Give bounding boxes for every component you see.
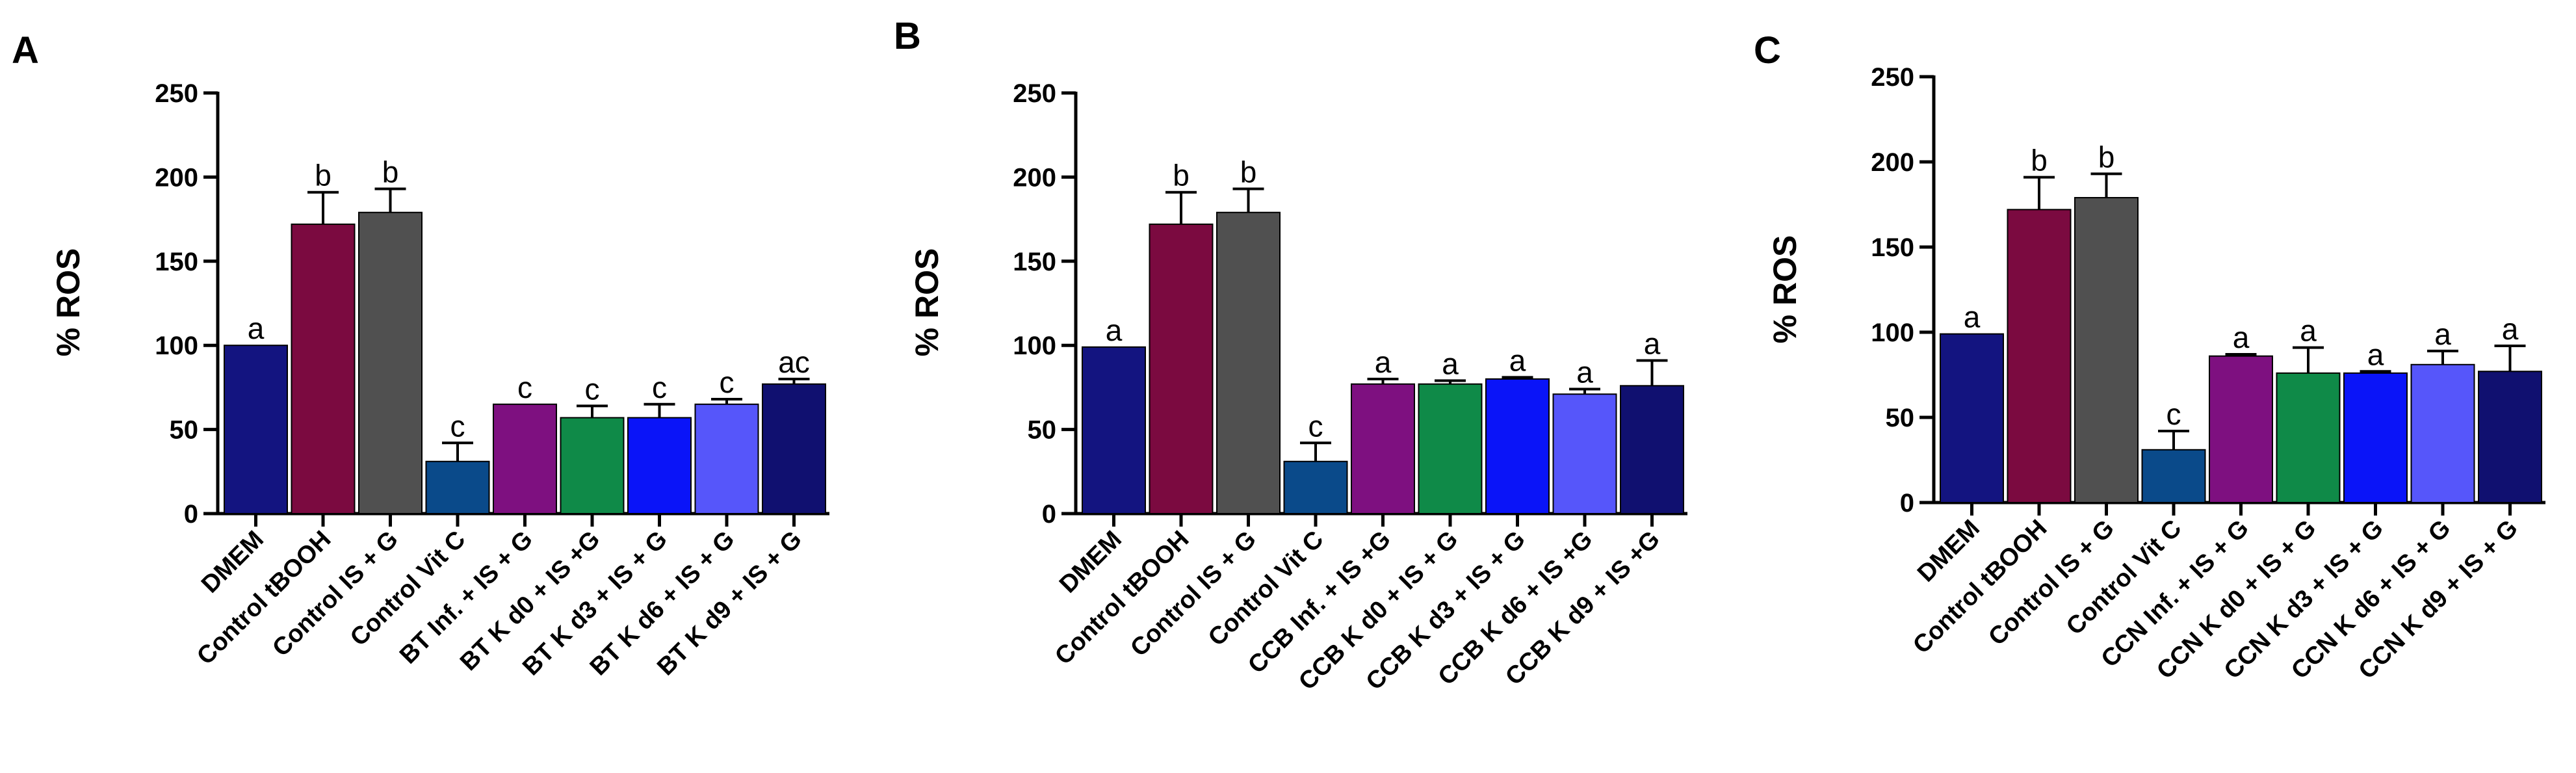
significance-label: a: [2367, 337, 2384, 371]
significance-label: a: [2502, 312, 2519, 346]
significance-label: c: [585, 372, 600, 406]
y-tick-label: 200: [155, 163, 198, 192]
significance-label: b: [1240, 155, 1257, 189]
bar: [224, 345, 288, 514]
significance-label: a: [1106, 313, 1123, 347]
y-axis-label: % ROS: [50, 248, 86, 357]
significance-label: b: [382, 155, 399, 189]
significance-label: a: [1576, 355, 1593, 389]
y-tick-label: 200: [1013, 163, 1056, 192]
y-tick-label: 50: [1886, 404, 1915, 432]
y-tick-label: 150: [1013, 248, 1056, 276]
bar: [560, 417, 625, 515]
significance-label: ac: [778, 345, 810, 379]
significance-label: a: [1375, 345, 1392, 379]
bar: [1418, 383, 1483, 514]
y-tick-label: 0: [184, 500, 198, 529]
bar: [2478, 371, 2542, 504]
bar: [1552, 393, 1617, 515]
significance-label: a: [1509, 343, 1526, 377]
significance-label: c: [1308, 409, 1323, 443]
bar: [2074, 197, 2139, 503]
significance-label: a: [2233, 321, 2250, 354]
y-tick-label: 150: [1871, 233, 1914, 262]
y-tick-label: 100: [155, 332, 198, 360]
bar: [358, 211, 423, 514]
y-tick-label: 150: [155, 248, 198, 276]
bar: [2209, 355, 2273, 503]
y-tick-label: 100: [1013, 332, 1056, 360]
category-label: Control Vit C: [1203, 526, 1329, 651]
bar: [1149, 223, 1214, 514]
bar: [1283, 460, 1348, 514]
significance-label: a: [1644, 326, 1661, 360]
significance-label: b: [315, 159, 332, 192]
y-tick-label: 250: [1013, 79, 1056, 108]
bar: [2343, 372, 2408, 503]
y-tick-label: 0: [1042, 500, 1056, 529]
bar: [2410, 363, 2475, 504]
significance-label: a: [2300, 314, 2317, 348]
significance-label: a: [1964, 300, 1981, 334]
bar: [493, 403, 557, 515]
significance-label: c: [2166, 397, 2181, 431]
bar: [762, 383, 826, 514]
significance-label: a: [2434, 317, 2451, 351]
y-tick-label: 250: [1871, 63, 1914, 92]
panel-letter: B: [894, 15, 921, 57]
significance-label: b: [2098, 140, 2115, 174]
bar: [2007, 209, 2072, 503]
bar: [1216, 211, 1281, 514]
category-label: Control Vit C: [2061, 515, 2187, 640]
y-tick-label: 250: [155, 79, 198, 108]
significance-label: c: [450, 409, 465, 443]
bar: [1351, 383, 1415, 514]
bar: [627, 417, 692, 515]
bar: [2276, 372, 2341, 503]
bar: [291, 223, 356, 514]
y-tick-label: 100: [1871, 319, 1914, 347]
significance-label: a: [1442, 347, 1459, 381]
bar: [425, 460, 490, 514]
significance-label: c: [517, 371, 532, 404]
significance-label: b: [2031, 144, 2048, 177]
bar: [1485, 378, 1550, 515]
y-axis-label: % ROS: [1767, 235, 1803, 344]
y-tick-label: 50: [1028, 416, 1057, 445]
bar: [1082, 346, 1146, 515]
y-axis-label: % ROS: [909, 248, 945, 357]
bar: [694, 403, 759, 515]
bar: [1940, 333, 2004, 503]
significance-label: c: [720, 365, 735, 399]
y-tick-label: 200: [1871, 148, 1914, 177]
y-tick-label: 50: [170, 416, 199, 445]
significance-label: c: [652, 371, 667, 404]
panel-letter: C: [1754, 29, 1781, 72]
y-tick-label: 0: [1900, 489, 1914, 518]
panel-letter: A: [12, 29, 39, 72]
bar: [2141, 449, 2206, 504]
significance-label: b: [1173, 159, 1190, 192]
category-label: Control Vit C: [345, 526, 471, 651]
significance-label: a: [248, 311, 265, 345]
bar: [1620, 385, 1684, 515]
